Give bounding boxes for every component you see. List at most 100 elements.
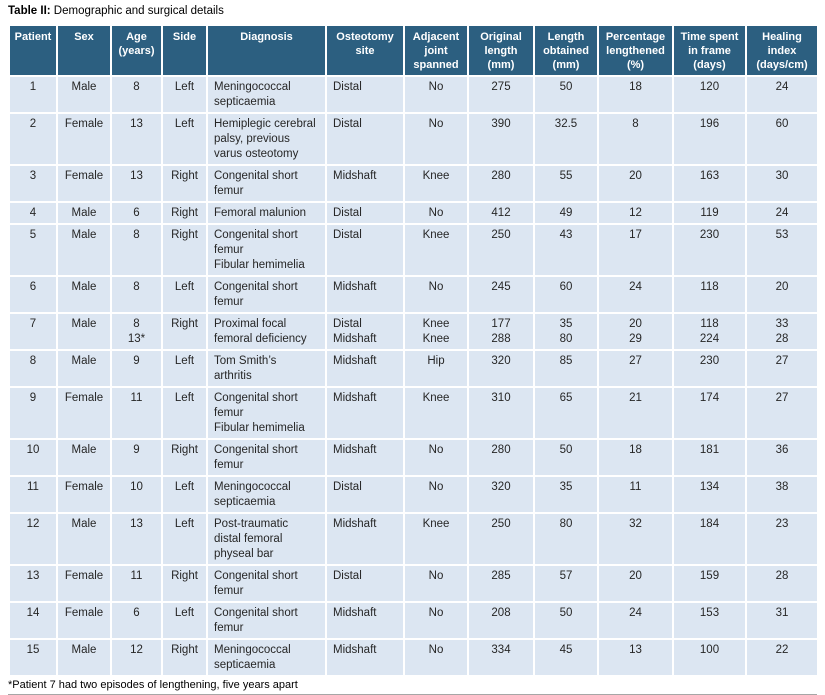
table-footnote: *Patient 7 had two episodes of lengtheni… — [8, 679, 298, 691]
table-cell: 23 — [745, 512, 819, 566]
table-cell: 18 — [597, 75, 674, 114]
table-cell: Meningococcal septicaemia — [206, 638, 327, 677]
table-cell: 10 — [110, 475, 163, 514]
table-cell: Right — [161, 312, 208, 351]
table-row: 4 Male 6 Right Femoral malunion Distal No 412 49… — [8, 201, 819, 225]
table-cell: 32.5 — [533, 112, 599, 166]
table-cell: 24 — [597, 275, 674, 314]
table-cell: 6 — [110, 201, 163, 225]
table-cell: 55 — [533, 164, 599, 203]
table-cell: 6 — [110, 601, 163, 640]
demographics-table: Patient Sex Age (years) Side Diagnosis Osteot… — [8, 24, 819, 677]
table-cell: 159 — [672, 564, 747, 603]
table-cell: 320 — [467, 349, 535, 388]
table-cell: 8 — [110, 275, 163, 314]
table-cell: 53 — [745, 223, 819, 277]
table-cell: Meningococcal septicaemia — [206, 75, 327, 114]
table-cell: 20 — [597, 164, 674, 203]
table-cell: 43 — [533, 223, 599, 277]
table-cell: 27 — [597, 349, 674, 388]
table-cell: 120 — [672, 75, 747, 114]
table-cell: Congenital short femur — [206, 164, 327, 203]
table-cell: Congenital short femur — [206, 601, 327, 640]
table-cell: 8 — [8, 349, 58, 388]
table-cell: No — [403, 564, 469, 603]
column-header: Time spent in frame (days) — [672, 24, 747, 77]
table-header: Patient Sex Age (years) Side Diagnosis Osteot… — [8, 24, 819, 77]
table-cell: 24 — [745, 75, 819, 114]
table-cell: 27 — [745, 386, 819, 440]
table-cell: 45 — [533, 638, 599, 677]
table-cell: 9 — [110, 349, 163, 388]
table-cell: 11 — [8, 475, 58, 514]
table-cell: 134 — [672, 475, 747, 514]
table-body: 1 Male 8 Left Meningococcal septicaemia Dista… — [8, 75, 819, 677]
table-cell: Female — [56, 164, 112, 203]
table-cell: Hip — [403, 349, 469, 388]
table-cell: 320 — [467, 475, 535, 514]
table-cell: Right — [161, 564, 208, 603]
table-cell: No — [403, 112, 469, 166]
table-cell: 80 — [533, 512, 599, 566]
table-cell: 13 — [110, 512, 163, 566]
table-cell: 20 — [745, 275, 819, 314]
table-cell: 6 — [8, 275, 58, 314]
table-cell: 13 — [597, 638, 674, 677]
column-header: Length obtained (mm) — [533, 24, 599, 77]
table-cell: 22 — [745, 638, 819, 677]
table-cell: Male — [56, 223, 112, 277]
table-cell: 230 — [672, 349, 747, 388]
column-header: Osteotomy site — [325, 24, 405, 77]
table-row: 9 Female 11 Left Congenital short femur Fibu… — [8, 386, 819, 440]
column-header: Patient — [8, 24, 58, 77]
table-cell: Male — [56, 512, 112, 566]
table-cell: 31 — [745, 601, 819, 640]
table-cell: 285 — [467, 564, 535, 603]
column-header: Side — [161, 24, 208, 77]
table-cell: Left — [161, 512, 208, 566]
table-cell: 412 — [467, 201, 535, 225]
table-cell: Right — [161, 638, 208, 677]
table-cell: Left — [161, 349, 208, 388]
table-cell: 8 13* — [110, 312, 163, 351]
table-cell: Male — [56, 312, 112, 351]
table-row: 13 Female 11 Right Congenital short femur Dis… — [8, 564, 819, 603]
table-cell: 119 — [672, 201, 747, 225]
table-cell: 181 — [672, 438, 747, 477]
table-cell: 174 — [672, 386, 747, 440]
table-cell: 7 — [8, 312, 58, 351]
table-row: 11 Female 10 Left Meningococcal septicaemia D… — [8, 475, 819, 514]
table-cell: No — [403, 438, 469, 477]
table-cell: Left — [161, 386, 208, 440]
table-cell: 245 — [467, 275, 535, 314]
table-cell: 32 — [597, 512, 674, 566]
table-cell: 5 — [8, 223, 58, 277]
table-cell: 50 — [533, 75, 599, 114]
table-cell: Male — [56, 349, 112, 388]
table-cell: 2 — [8, 112, 58, 166]
table-cell: 85 — [533, 349, 599, 388]
table-cell: 60 — [745, 112, 819, 166]
table-cell: 49 — [533, 201, 599, 225]
table-row: 14 Female 6 Left Congenital short femur Midsh… — [8, 601, 819, 640]
table-cell: 153 — [672, 601, 747, 640]
table-cell: 57 — [533, 564, 599, 603]
table-cell: 24 — [745, 201, 819, 225]
table-title-text: Demographic and surgical details — [50, 5, 224, 17]
table-cell: 9 — [110, 438, 163, 477]
table-cell: 10 — [8, 438, 58, 477]
table-cell: 4 — [8, 201, 58, 225]
table-row: 3 Female 13 Right Congenital short femur Mids… — [8, 164, 819, 203]
table-cell: 1 — [8, 75, 58, 114]
table-cell: Right — [161, 164, 208, 203]
table-title-label: Table II: — [8, 5, 51, 17]
table-cell: 250 — [467, 223, 535, 277]
table-cell: Female — [56, 601, 112, 640]
table-cell: 8 — [110, 223, 163, 277]
table-cell: 27 — [745, 349, 819, 388]
table-cell: Distal — [325, 75, 405, 114]
table-cell: 208 — [467, 601, 535, 640]
column-header: Adjacent joint spanned — [403, 24, 469, 77]
table-cell: No — [403, 201, 469, 225]
table-cell: Congenital short femur — [206, 275, 327, 314]
